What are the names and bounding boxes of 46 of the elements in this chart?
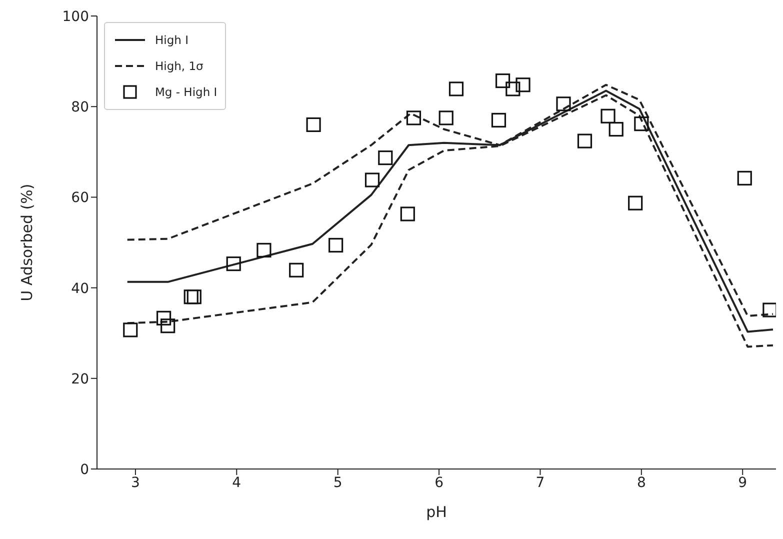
point: [628, 196, 643, 210]
point: [600, 108, 616, 124]
legend-label: Mg - High I: [155, 85, 218, 99]
y-tick-label: 60: [71, 190, 89, 206]
point: [400, 206, 415, 222]
x-tick-label: 7: [536, 474, 545, 491]
y-tick-label: 20: [71, 371, 89, 388]
point: [608, 122, 624, 137]
point: [634, 116, 649, 132]
x-axis-title: pH: [426, 503, 447, 521]
point: [448, 82, 464, 96]
y-tick-label: 100: [62, 8, 89, 25]
legend-label: High I: [155, 33, 188, 47]
point: [495, 73, 510, 88]
y-tick-label: 80: [71, 100, 89, 116]
x-tick-label: 3: [130, 474, 140, 491]
point: [123, 322, 138, 338]
point: [491, 112, 506, 128]
point: [438, 110, 454, 126]
y-tick-label: 40: [71, 280, 89, 297]
x-tick-label: 4: [232, 474, 242, 491]
point: [160, 318, 176, 334]
point: [556, 96, 571, 112]
y-tick-label: 0: [80, 462, 89, 478]
point: [577, 134, 592, 148]
x-tick-label: 9: [738, 474, 748, 491]
point: [378, 150, 393, 166]
point: [516, 78, 530, 92]
point: [289, 262, 304, 278]
point: [226, 256, 241, 272]
point: [186, 290, 202, 304]
point: [406, 110, 422, 126]
legend-label: High, 1σ: [155, 59, 204, 73]
point: [762, 302, 776, 318]
point: [256, 242, 272, 258]
point: [156, 310, 172, 326]
point: [306, 117, 321, 132]
point: [364, 172, 380, 188]
x-tick-label: 8: [636, 474, 646, 491]
x-tick-label: 6: [434, 474, 444, 491]
point: [506, 82, 520, 96]
point: [328, 238, 344, 253]
point: [737, 170, 752, 186]
x-tick-label: 5: [333, 474, 342, 491]
y-axis-title: U Adsorbed (%): [18, 184, 36, 302]
point: [184, 290, 198, 304]
